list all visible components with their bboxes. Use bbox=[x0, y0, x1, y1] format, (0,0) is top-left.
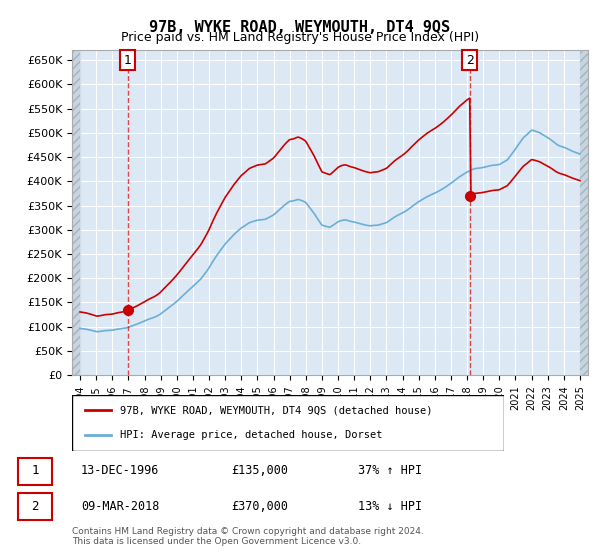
FancyBboxPatch shape bbox=[18, 493, 52, 520]
Bar bbox=[580, 50, 588, 375]
Text: 13-DEC-1996: 13-DEC-1996 bbox=[81, 464, 160, 477]
Text: 37% ↑ HPI: 37% ↑ HPI bbox=[358, 464, 422, 477]
Text: £370,000: £370,000 bbox=[231, 500, 288, 512]
Bar bbox=[72, 50, 80, 375]
Text: HPI: Average price, detached house, Dorset: HPI: Average price, detached house, Dors… bbox=[119, 430, 382, 440]
Text: £135,000: £135,000 bbox=[231, 464, 288, 477]
Bar bbox=[580, 50, 588, 375]
Text: 97B, WYKE ROAD, WEYMOUTH, DT4 9QS: 97B, WYKE ROAD, WEYMOUTH, DT4 9QS bbox=[149, 20, 451, 35]
Text: 1: 1 bbox=[31, 464, 39, 477]
FancyBboxPatch shape bbox=[18, 458, 52, 485]
Text: 2: 2 bbox=[466, 54, 474, 67]
Text: 2: 2 bbox=[31, 500, 39, 512]
FancyBboxPatch shape bbox=[72, 395, 504, 451]
Text: 13% ↓ HPI: 13% ↓ HPI bbox=[358, 500, 422, 512]
Text: 97B, WYKE ROAD, WEYMOUTH, DT4 9QS (detached house): 97B, WYKE ROAD, WEYMOUTH, DT4 9QS (detac… bbox=[119, 405, 432, 416]
Text: 09-MAR-2018: 09-MAR-2018 bbox=[81, 500, 160, 512]
Bar bbox=[72, 50, 80, 375]
Text: Price paid vs. HM Land Registry's House Price Index (HPI): Price paid vs. HM Land Registry's House … bbox=[121, 31, 479, 44]
Text: Contains HM Land Registry data © Crown copyright and database right 2024.
This d: Contains HM Land Registry data © Crown c… bbox=[72, 526, 424, 546]
Text: 1: 1 bbox=[124, 54, 131, 67]
